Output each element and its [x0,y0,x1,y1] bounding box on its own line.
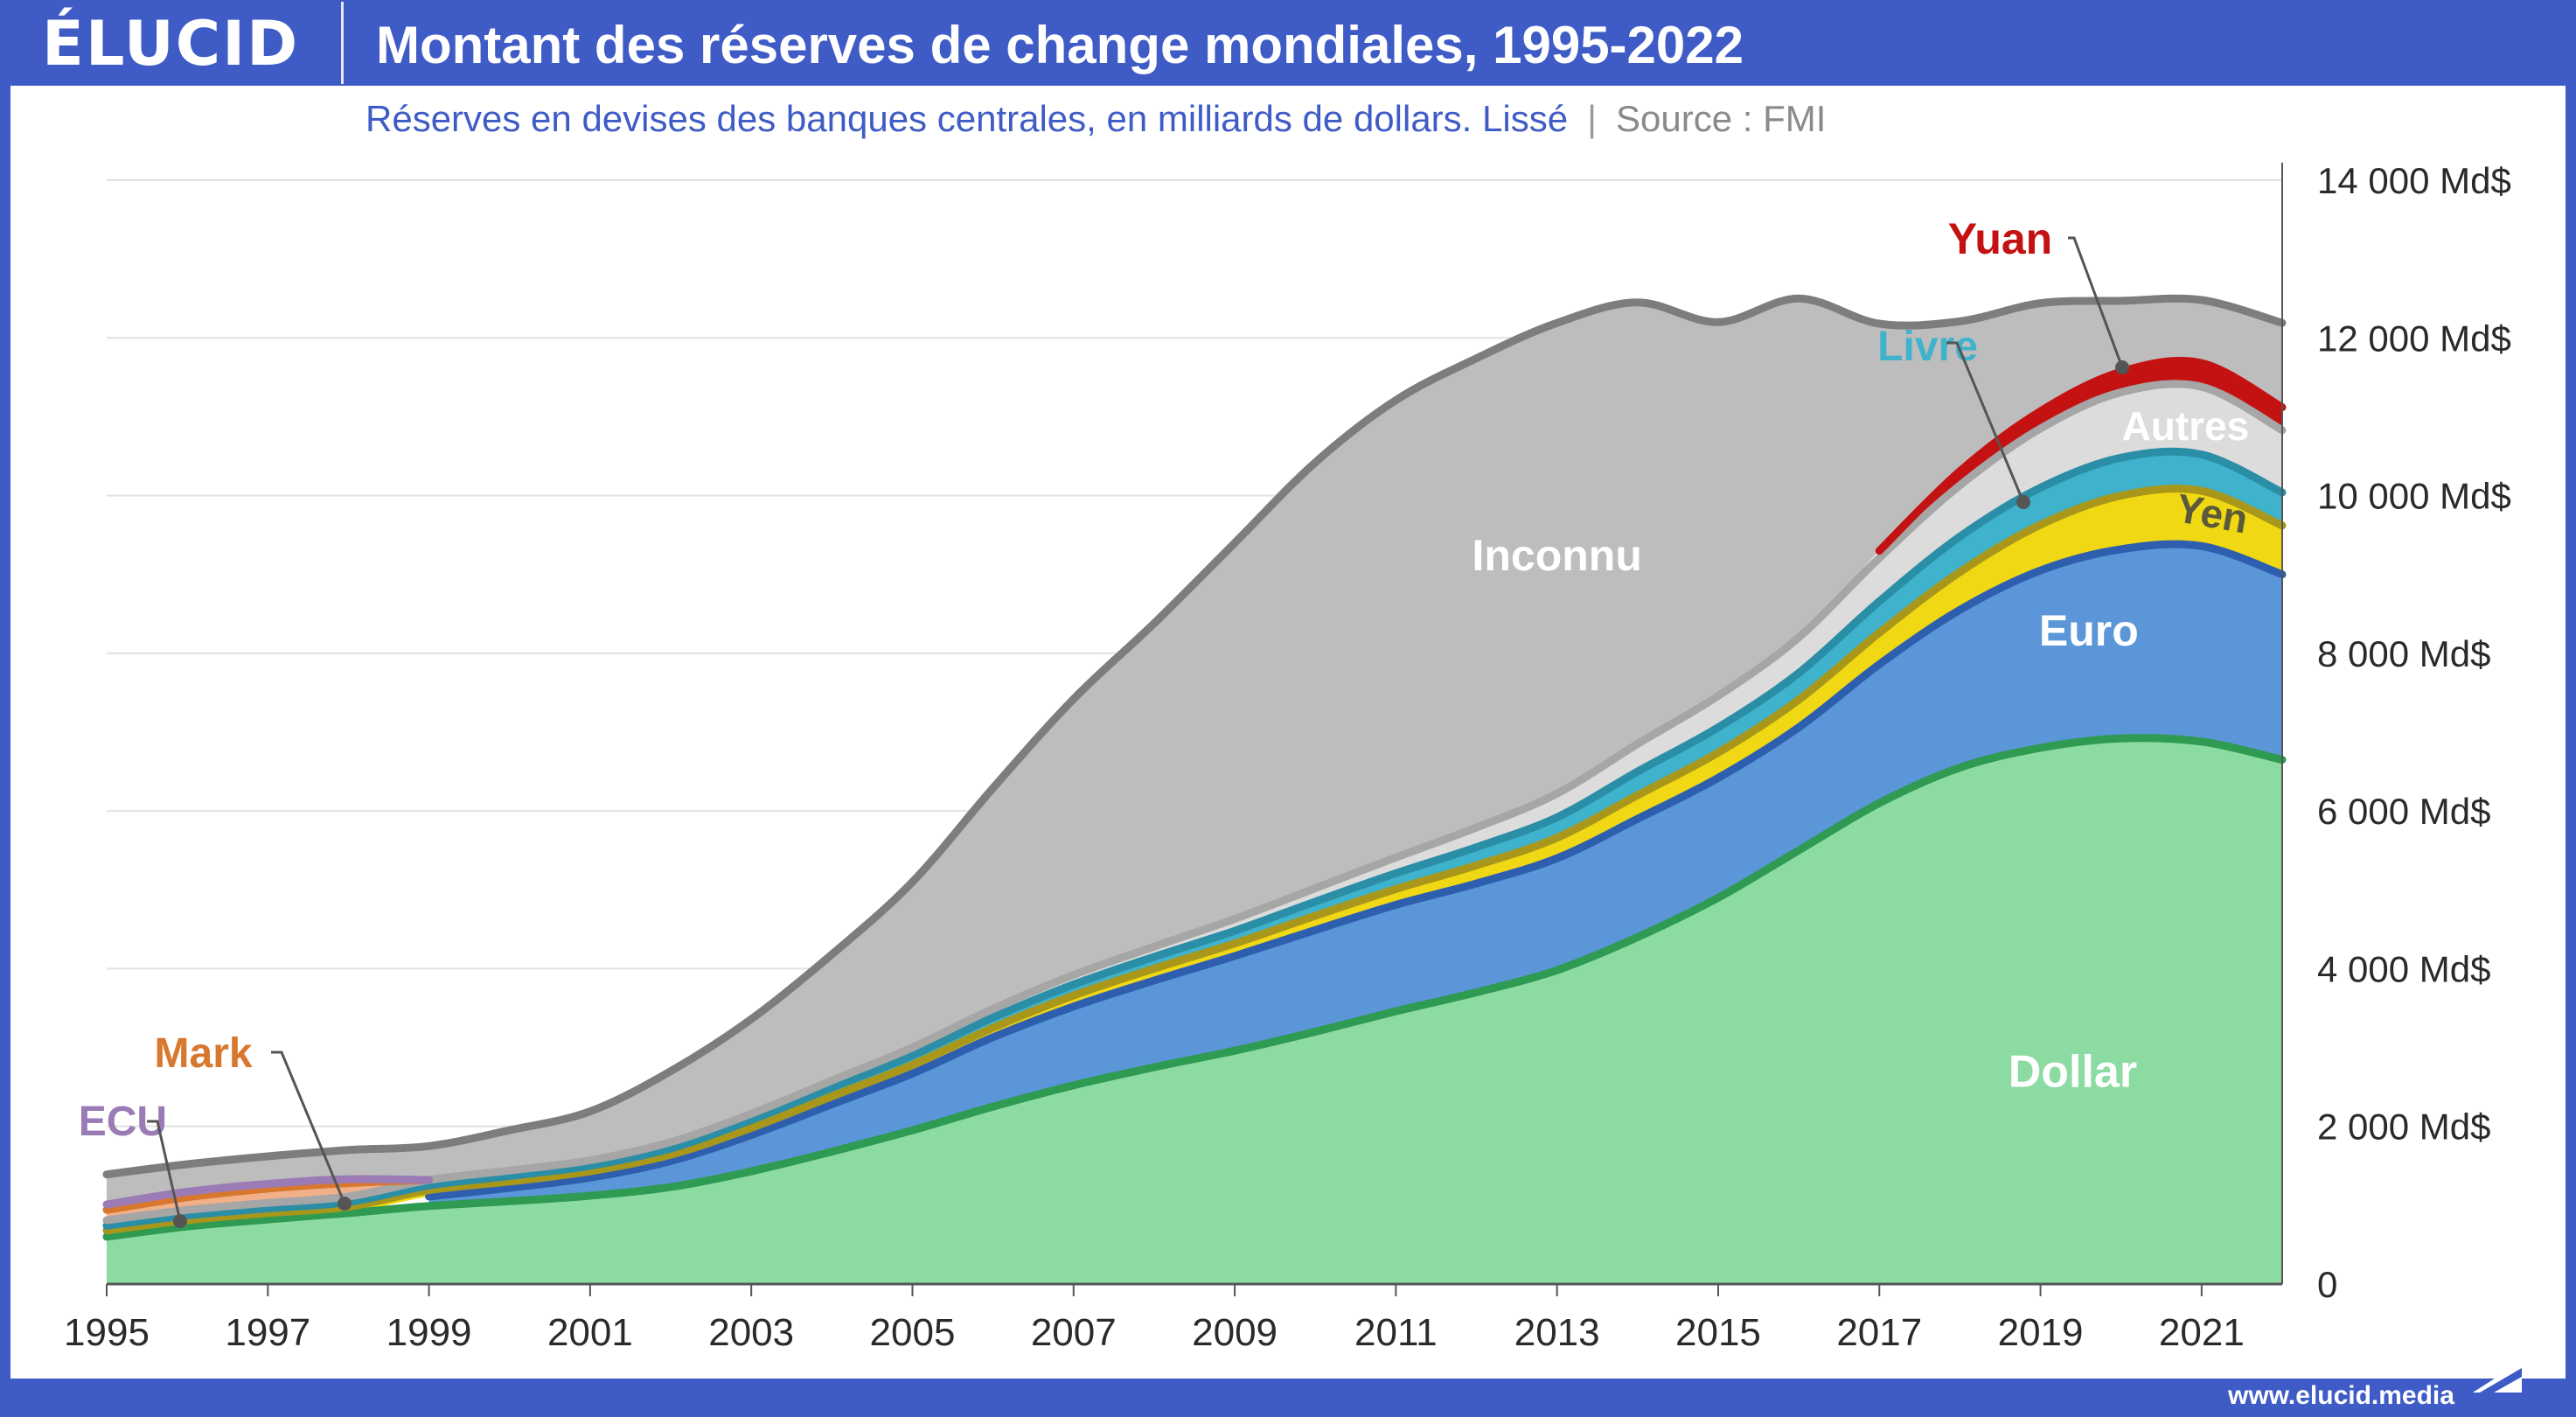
leader-line-mark [271,1051,346,1204]
x-tick-label: 2009 [1192,1311,1278,1354]
y-tick-label: 6 000 Md$ [2317,791,2490,832]
x-tick-label: 2005 [870,1311,956,1354]
area-dollar [107,737,2282,1284]
x-tick-label: 2013 [1514,1311,1600,1354]
x-tick-label: 1997 [225,1311,310,1354]
line-autres [102,380,2287,1225]
x-tick-label: 2007 [1031,1311,1117,1354]
subtitle-row: Réserves en devises des banques centrale… [366,94,1826,143]
leader-dot-livre [2016,495,2030,509]
label-layer: InconnuEuroDollarAutresYenYuanLivreMarkE… [79,214,2252,1228]
series-label-mark: Mark [155,1030,253,1077]
chart-subtitle: Réserves en devises des banques centrale… [366,98,1569,139]
x-tick-label: 1995 [64,1311,150,1354]
y-tick-label: 8 000 Md$ [2317,633,2490,674]
leader-line-yuan [2068,236,2124,368]
series-label-inconnu: Inconnu [1472,531,1641,580]
y-tick-label: 4 000 Md$ [2317,948,2490,989]
leader-dot-yuan [2115,360,2129,374]
line-livre [102,447,2287,1230]
x-tick-label: 2011 [1354,1311,1438,1354]
y-tick-label: 12 000 Md$ [2317,318,2511,359]
leader-dot-ecu [173,1214,187,1228]
chart-source: Source : FMI [1615,98,1827,139]
series-label-livre: Livre [1877,324,1978,370]
area-layer [107,298,2282,1284]
y-tick-label: 2 000 Md$ [2317,1106,2490,1148]
leader-line-ecu [147,1120,182,1222]
line-dollar [102,734,2287,1241]
x-tick-label: 2015 [1675,1311,1761,1354]
x-tick-label: 2003 [708,1311,794,1354]
x-tick-label: 2021 [2159,1311,2245,1354]
x-tick-label: 2019 [1998,1311,2084,1354]
y-tick-label: 10 000 Md$ [2317,476,2511,517]
line-yuan [1875,357,2287,555]
elucid-logo: ÉLUCID [42,8,300,80]
series-label-autres: Autres [2122,403,2250,449]
line-layer [102,294,2287,1241]
x-tick-label: 2017 [1836,1311,1922,1354]
axis-layer: 0 2 000 Md$ 4 000 Md$ 6 000 Md$ 8 000 Md$ 10 … [64,160,2511,1354]
area-inconnu [107,298,2282,1204]
line-inconnu [102,294,2287,1179]
subtitle-separator: | [1587,98,1597,139]
series-label-euro: Euro [2039,606,2139,655]
chart-title: Montant des réserves de change mondiales… [376,16,1744,74]
y-tick-label: 0 [2317,1264,2337,1305]
footer-url[interactable]: www.elucid.media [2228,1381,2454,1410]
area-yuan [1879,360,2282,558]
series-label-yuan: Yuan [1948,214,2052,263]
area-euro [428,544,2282,1206]
area-autres [107,383,2282,1226]
leader-line-livre [1946,341,2025,503]
x-tick-label: 2001 [547,1311,633,1354]
header-divider [341,2,344,84]
line-ecu [102,1175,434,1209]
elucid-footer-logo-icon [2473,1361,2522,1393]
leader-dot-mark [338,1197,352,1211]
line-euro [425,540,2287,1201]
line-yen [102,485,2287,1235]
x-tick-label: 1999 [386,1311,472,1354]
series-label-dollar: Dollar [2009,1047,2137,1098]
y-tick-label: 14 000 Md$ [2317,160,2511,201]
header-bar: ÉLUCID Montant des réserves de change mo… [0,0,2576,86]
